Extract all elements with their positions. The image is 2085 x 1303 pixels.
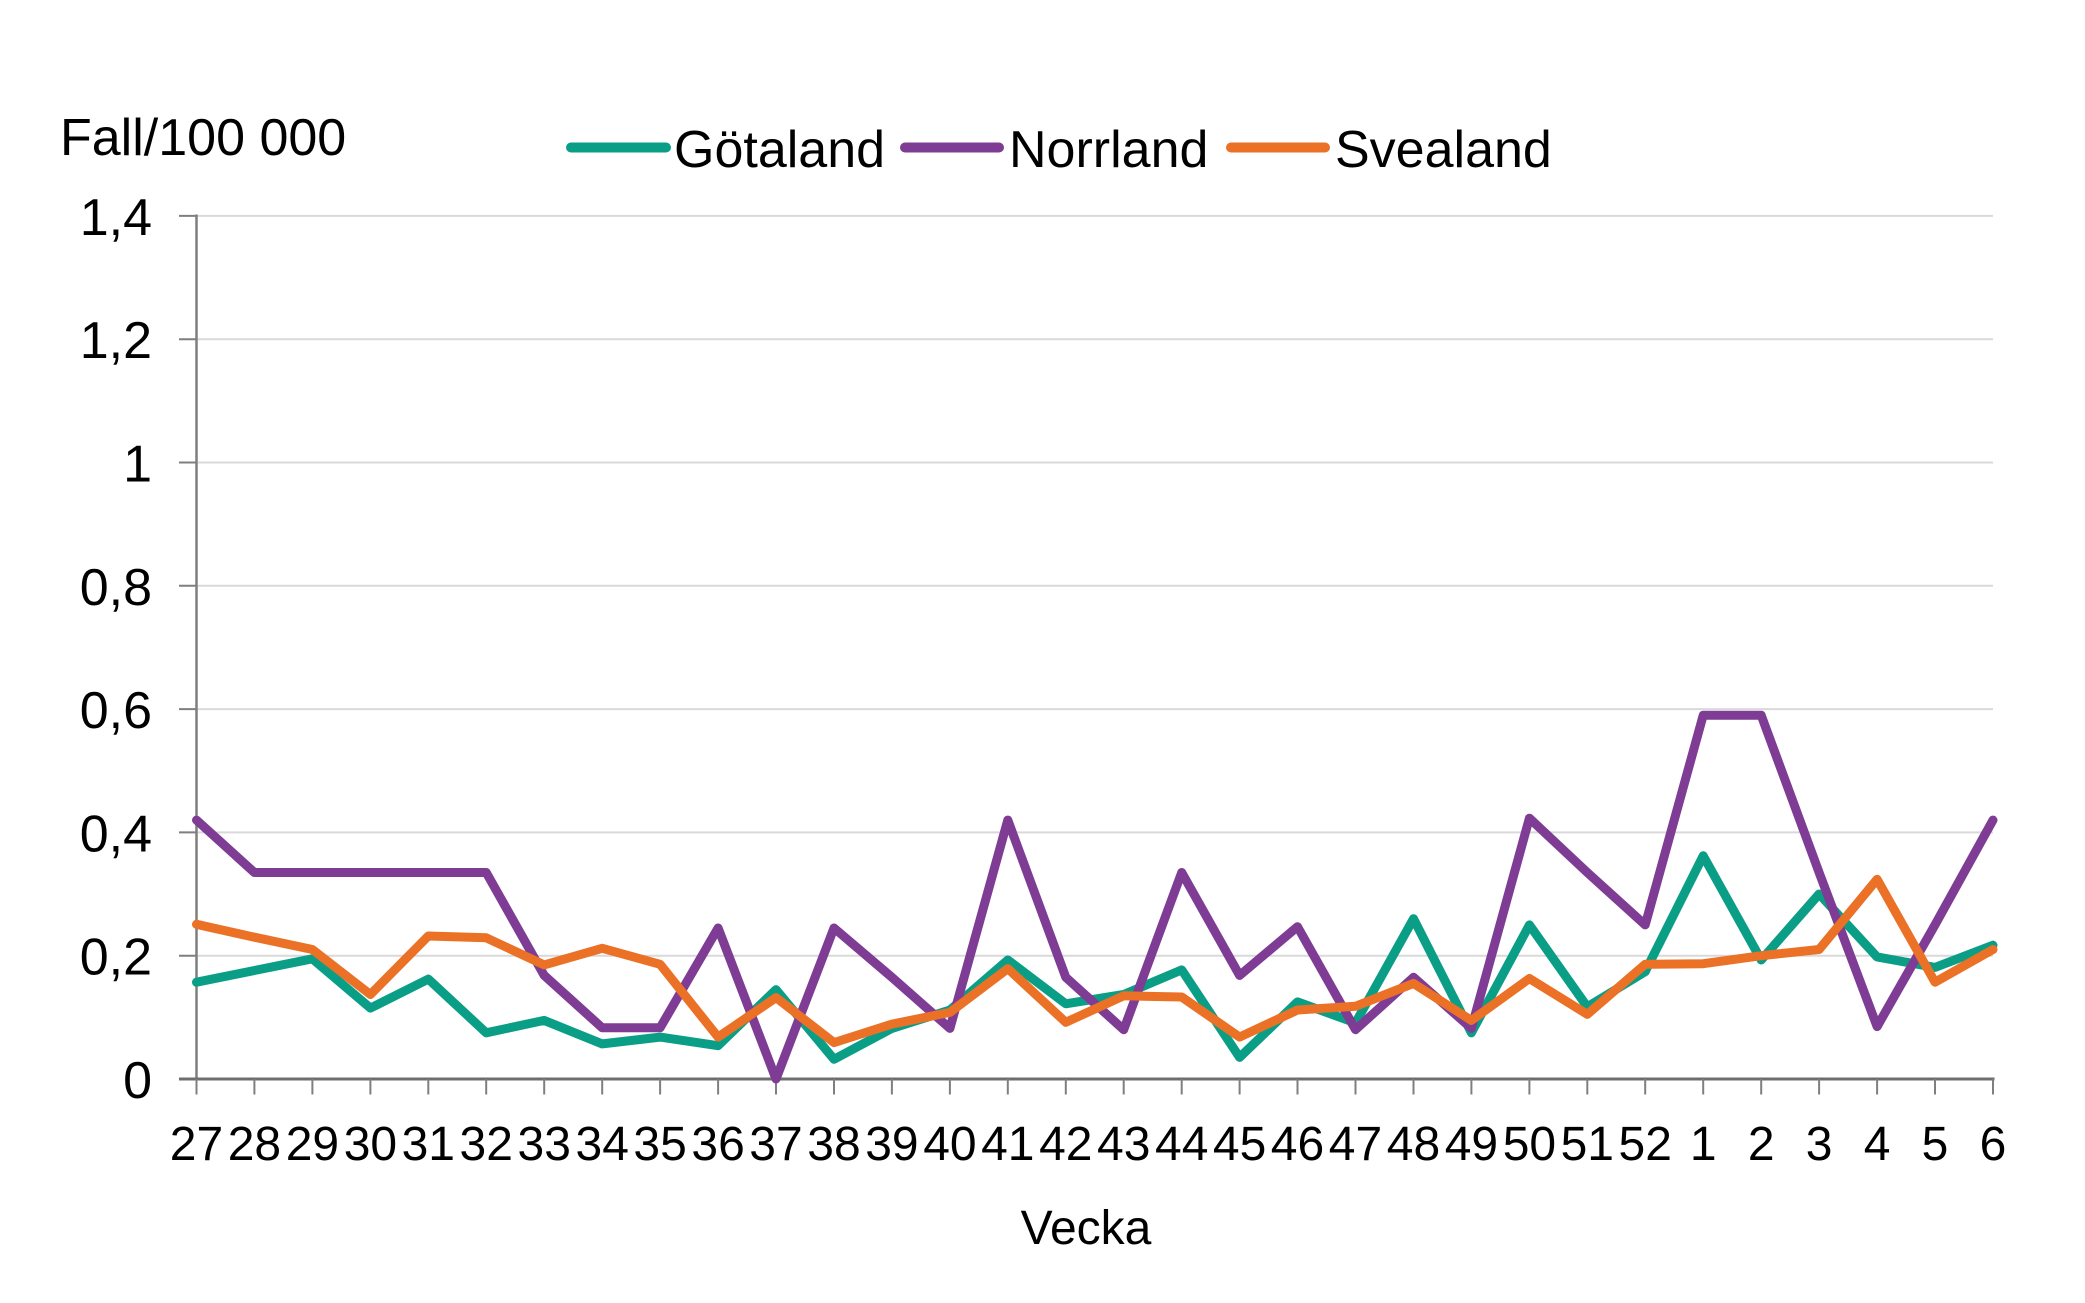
svg-text:Svealand: Svealand bbox=[1335, 121, 1552, 179]
svg-text:0,4: 0,4 bbox=[80, 805, 152, 863]
svg-text:4: 4 bbox=[1864, 1118, 1891, 1171]
svg-text:52: 52 bbox=[1619, 1118, 1672, 1171]
svg-text:49: 49 bbox=[1445, 1118, 1498, 1171]
svg-text:0,6: 0,6 bbox=[80, 682, 152, 740]
svg-text:1,2: 1,2 bbox=[80, 312, 152, 370]
svg-text:Vecka: Vecka bbox=[1021, 1202, 1152, 1255]
svg-text:Götaland: Götaland bbox=[674, 121, 885, 179]
svg-text:28: 28 bbox=[228, 1118, 281, 1171]
svg-text:37: 37 bbox=[749, 1118, 802, 1171]
svg-text:0,8: 0,8 bbox=[80, 559, 152, 617]
svg-text:43: 43 bbox=[1097, 1118, 1150, 1171]
svg-text:45: 45 bbox=[1213, 1118, 1266, 1171]
svg-text:33: 33 bbox=[518, 1118, 571, 1171]
svg-text:1: 1 bbox=[1690, 1118, 1717, 1171]
svg-text:5: 5 bbox=[1922, 1118, 1949, 1171]
svg-text:Norrland: Norrland bbox=[1009, 121, 1208, 179]
svg-text:1,4: 1,4 bbox=[80, 189, 152, 247]
svg-text:41: 41 bbox=[981, 1118, 1034, 1171]
svg-text:27: 27 bbox=[170, 1118, 223, 1171]
svg-text:40: 40 bbox=[923, 1118, 976, 1171]
svg-text:29: 29 bbox=[286, 1118, 339, 1171]
svg-text:50: 50 bbox=[1503, 1118, 1556, 1171]
svg-text:32: 32 bbox=[460, 1118, 513, 1171]
svg-text:6: 6 bbox=[1980, 1118, 2007, 1171]
svg-text:30: 30 bbox=[344, 1118, 397, 1171]
svg-text:0,2: 0,2 bbox=[80, 929, 152, 987]
svg-text:47: 47 bbox=[1329, 1118, 1382, 1171]
svg-text:42: 42 bbox=[1039, 1118, 1092, 1171]
svg-text:31: 31 bbox=[402, 1118, 455, 1171]
svg-text:Fall/100 000: Fall/100 000 bbox=[60, 109, 346, 167]
svg-text:44: 44 bbox=[1155, 1118, 1208, 1171]
svg-text:35: 35 bbox=[633, 1118, 686, 1171]
svg-text:46: 46 bbox=[1271, 1118, 1324, 1171]
svg-text:1: 1 bbox=[123, 436, 152, 494]
svg-text:51: 51 bbox=[1561, 1118, 1614, 1171]
svg-text:38: 38 bbox=[807, 1118, 860, 1171]
svg-text:0: 0 bbox=[123, 1052, 152, 1110]
svg-text:36: 36 bbox=[691, 1118, 744, 1171]
svg-text:3: 3 bbox=[1806, 1118, 1833, 1171]
svg-text:34: 34 bbox=[576, 1118, 629, 1171]
svg-text:39: 39 bbox=[865, 1118, 918, 1171]
svg-text:48: 48 bbox=[1387, 1118, 1440, 1171]
svg-text:2: 2 bbox=[1748, 1118, 1775, 1171]
